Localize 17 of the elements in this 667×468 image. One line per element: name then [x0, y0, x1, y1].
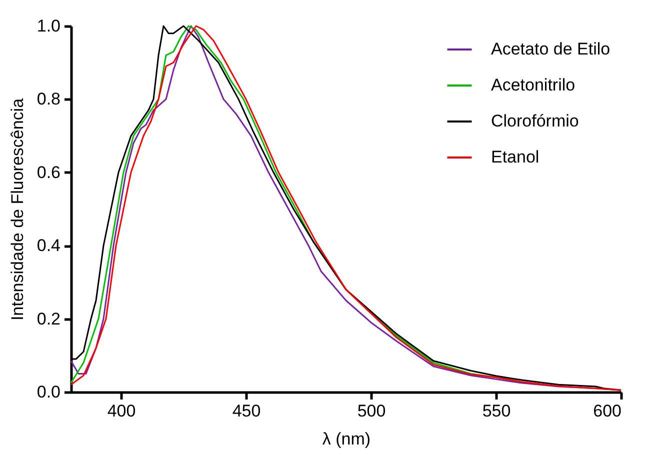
- y-axis-title: Intensidade de Fluorescência: [8, 98, 27, 321]
- y-tick-label: 0.4: [36, 236, 60, 256]
- x-tick-label: 450: [232, 402, 261, 420]
- x-axis-title: λ (nm): [322, 430, 371, 448]
- x-tick-label: 500: [357, 402, 386, 420]
- legend-label: Etanol: [491, 148, 540, 166]
- y-tick-label: 0.8: [36, 90, 60, 109]
- legend-label: Acetato de Etilo: [491, 40, 610, 58]
- y-tick-label: 1.0: [36, 16, 60, 36]
- y-tick-label: 0.6: [36, 162, 60, 182]
- y-tick-label: 0.2: [36, 309, 60, 328]
- y-tick-label: 0.0: [36, 382, 60, 402]
- x-tick-label: 400: [107, 402, 136, 420]
- legend-label: Clorofórmio: [491, 112, 579, 130]
- x-tick-label: 600: [593, 402, 622, 420]
- legend-label: Acetonitrilo: [491, 76, 576, 94]
- x-tick-label: 550: [482, 402, 511, 420]
